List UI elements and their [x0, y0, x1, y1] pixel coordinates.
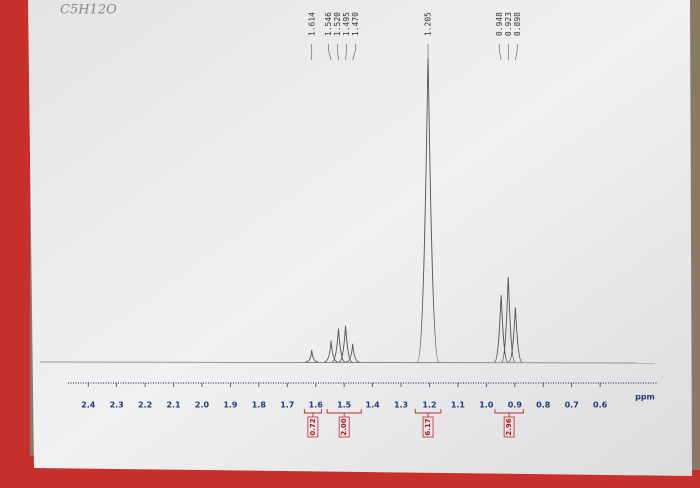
integral-bracket — [303, 409, 322, 417]
baseline — [39, 361, 656, 364]
peak — [338, 325, 353, 363]
x-tick-label: 1.8 — [252, 401, 267, 410]
peak-label: 1.546 — [324, 12, 333, 36]
peak-label: 1.205 — [424, 12, 433, 36]
integral-label: 0.72 — [309, 418, 317, 435]
integral-label: 6.17 — [424, 418, 432, 435]
x-tick-label: 2.4 — [81, 401, 96, 410]
peak-label-leader — [328, 44, 332, 61]
peak-label: 0.923 — [504, 12, 513, 36]
integral-box — [503, 416, 515, 438]
peak-label-leader — [515, 44, 518, 61]
x-tick-label: 2.3 — [110, 401, 124, 410]
peak-label: 1.470 — [351, 12, 360, 36]
integral-label: 2.00 — [340, 418, 348, 435]
peak-label-leader — [345, 44, 347, 61]
peak — [501, 276, 516, 363]
peak-label: 0.948 — [495, 12, 504, 36]
paper — [28, 0, 692, 476]
x-tick-label: 1.3 — [394, 401, 408, 410]
integral-bracket — [494, 409, 524, 417]
x-tick-label: 2.1 — [166, 401, 181, 410]
peak — [305, 349, 319, 363]
integral-label: 2.96 — [505, 418, 513, 435]
peak — [345, 343, 360, 363]
peak-label: 0.898 — [513, 12, 522, 36]
peak — [508, 307, 523, 363]
x-tick-label: 1.6 — [309, 401, 324, 410]
x-tick-label: 2.2 — [138, 401, 152, 410]
x-tick-label: 1.2 — [422, 401, 436, 410]
x-tick-label: 1.0 — [479, 401, 494, 410]
x-tick-label: 1.7 — [280, 401, 294, 410]
x-tick-label: 1.9 — [223, 401, 238, 410]
x-tick-label: 0.6 — [593, 401, 608, 410]
integral-bracket — [414, 409, 442, 417]
peak-label: 1.495 — [342, 12, 351, 36]
peak-label-leader — [352, 44, 356, 61]
x-axis-label: ppm — [635, 393, 655, 402]
x-tick-label: 1.4 — [366, 401, 381, 410]
x-tick-label: 1.1 — [451, 401, 466, 410]
peak-label-leader — [337, 44, 339, 61]
integral-box — [307, 416, 319, 438]
x-tick-label: 0.8 — [536, 401, 551, 410]
x-tick-label: 1.5 — [337, 401, 352, 410]
peak-label: 1.614 — [307, 12, 316, 36]
integral-box — [338, 416, 350, 438]
x-tick-label: 0.7 — [565, 401, 579, 410]
integral-bracket — [326, 409, 362, 417]
peak-label: 1.520 — [333, 12, 342, 36]
x-tick-label: 2.0 — [195, 401, 210, 410]
integral-box — [422, 416, 434, 438]
x-tick-label: 0.9 — [508, 401, 523, 410]
spectrum: 2.4 2.3 2.2 2.1 2.0 1.9 1.8 1.7 1.6 1.5 1.4 1.3 1.2 1… — [39, 12, 657, 438]
handwritten-note: C5H12O — [60, 3, 117, 18]
peak-label-leader — [498, 44, 502, 61]
